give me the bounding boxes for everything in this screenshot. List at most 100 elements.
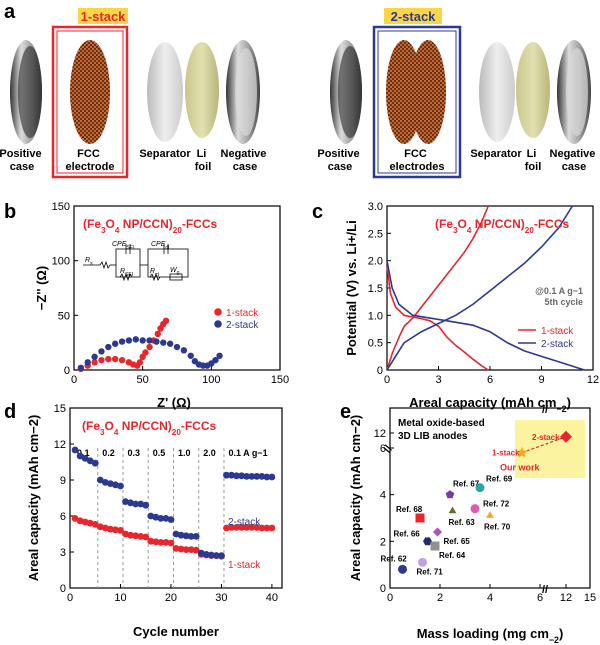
y-tick-label: 100 — [52, 256, 70, 268]
point-2-stack — [263, 473, 271, 481]
y-tick-label: 4 — [380, 490, 386, 502]
rc-block-sei — [115, 248, 141, 278]
label-ref--63: Ref. 63 — [449, 518, 476, 527]
x-axis-break: // — [542, 584, 548, 596]
point-2-stack — [216, 352, 223, 359]
stack1-label: 1-stack — [81, 9, 127, 24]
point-1-stack — [167, 539, 175, 547]
panel-b-letter: b — [4, 201, 16, 223]
point-2-stack — [243, 473, 251, 480]
y-axis-label: Potential (V) vs. Li+/Li — [344, 220, 359, 355]
legend-label-1: 2-stack — [541, 339, 574, 350]
point-2-stack — [91, 353, 98, 361]
point-2-stack — [218, 552, 225, 559]
label-ref--62: Ref. 62 — [381, 554, 408, 563]
point-1-stack — [253, 524, 261, 531]
label-positive-1a: Positive — [0, 148, 42, 160]
point-1-stack — [98, 356, 105, 364]
annotation-rate: @0.1 A g−1 — [535, 286, 583, 296]
label-ref--70: Ref. 70 — [484, 523, 511, 532]
point-1-stack — [112, 526, 119, 534]
point-2-stack — [112, 340, 119, 347]
highlight-box — [515, 420, 585, 478]
point-1-stack — [238, 524, 246, 531]
x-tick-label: 3 — [435, 374, 441, 386]
resistor-rct — [149, 272, 161, 282]
point-1-stack — [182, 546, 190, 553]
svg-text:FCC electrode: FCC electrode — [66, 148, 115, 173]
label-ref--68: Ref. 68 — [396, 505, 423, 514]
rate-label: 0.1 — [77, 448, 90, 458]
point-2-stack — [132, 500, 140, 508]
legend-label-2-stack: 2-stack — [228, 517, 261, 528]
point-1-stack — [152, 538, 160, 546]
rate-label: 0.3 — [128, 448, 141, 458]
y-tick-label: 9 — [60, 475, 66, 487]
legend-marker-2-stack — [214, 320, 222, 328]
point-2-stack — [202, 551, 210, 558]
stack2-label: 2-stack — [391, 9, 437, 24]
y-tick-label: 12 — [54, 439, 66, 451]
label-negative-1a: Negative — [221, 148, 267, 160]
point-2-stack — [166, 340, 174, 347]
y-tick-label: 12 — [374, 428, 386, 440]
plot-frame — [69, 407, 283, 589]
point-1-stack — [233, 524, 240, 531]
separator-2 — [479, 42, 515, 142]
curve-1-stack-charge — [386, 205, 490, 371]
point-2-stack — [192, 533, 200, 540]
label-wo-sub: 0 — [177, 271, 180, 277]
y-tick-label: 0 — [60, 583, 66, 595]
label-ref--64: Ref. 64 — [439, 551, 466, 560]
point-2-stack — [76, 452, 84, 460]
label-positive-2b: case — [328, 161, 352, 173]
panel-d-title-part: -FCCs — [181, 419, 217, 433]
y-axis-label: Areal capacity (mAh cm−2) — [26, 415, 41, 582]
svg-text:Positive case: Positive case — [0, 148, 45, 173]
x-tick-label: 20 — [165, 592, 177, 604]
label-ref--66: Ref. 66 — [394, 529, 421, 538]
x-axis-label: Mass loading (mg cm−2) — [417, 626, 564, 645]
point-2-stack — [253, 473, 261, 480]
x-tick-label: 0 — [387, 592, 393, 604]
panel-c-title-part: 20 — [525, 226, 535, 235]
panel-b-title-part: NP/CCN) — [119, 217, 172, 231]
label-negative-1b: case — [233, 161, 257, 173]
label-positive-2a: Positive — [317, 148, 359, 160]
label-cpe-dl-sub: dl — [165, 245, 169, 251]
label-fcc-1b: electrode — [66, 161, 115, 173]
label-rsei-main: R — [120, 268, 125, 275]
panel-b-chart: b 0 50 100 150 0 50 100 150 (Fe3O4 NP/CCN)20-FCCs… — [4, 201, 289, 410]
label-li-2b: foil — [525, 161, 542, 173]
rate-label: 1.0 — [178, 448, 191, 458]
label-fcc-2b: electrodes — [389, 161, 444, 173]
point-2-stack — [173, 343, 181, 351]
label-positive-1b: case — [10, 161, 34, 173]
point-1-stack — [263, 524, 271, 532]
point-1-stack — [187, 546, 195, 553]
y-tick-label: 15 — [54, 403, 66, 415]
x-tick-label: 2 — [437, 592, 443, 604]
title-line-1: Metal oxide-based — [398, 418, 485, 429]
point-1-stack — [157, 539, 165, 546]
legend-label-1-stack: 1-stack — [226, 308, 259, 319]
svg-text:Positive case: Positive case — [317, 148, 362, 173]
panel-b-title-part: 3 — [101, 226, 106, 235]
panel-c-title-part: O — [458, 217, 467, 231]
y-tick-label: 1.0 — [368, 310, 383, 322]
curve-2-stack-discharge — [386, 260, 585, 371]
panel-c-letter: c — [312, 201, 323, 223]
point-2-stack — [146, 337, 153, 344]
point-2-stack — [118, 338, 126, 345]
y-tick-label: 3.0 — [368, 201, 383, 213]
li-foil-2 — [516, 42, 550, 138]
plot-frame — [73, 205, 281, 371]
panel-b-title: (Fe3O4 NP/CCN)20-FCCs — [83, 217, 218, 235]
svg-text:Negative case: Negative case — [221, 148, 270, 173]
panel-c-title-part: -FCCs — [534, 217, 570, 231]
label-li-1b: foil — [195, 161, 212, 173]
legend-marker-1-stack — [214, 308, 222, 316]
label-ref--65: Ref. 65 — [444, 537, 471, 546]
